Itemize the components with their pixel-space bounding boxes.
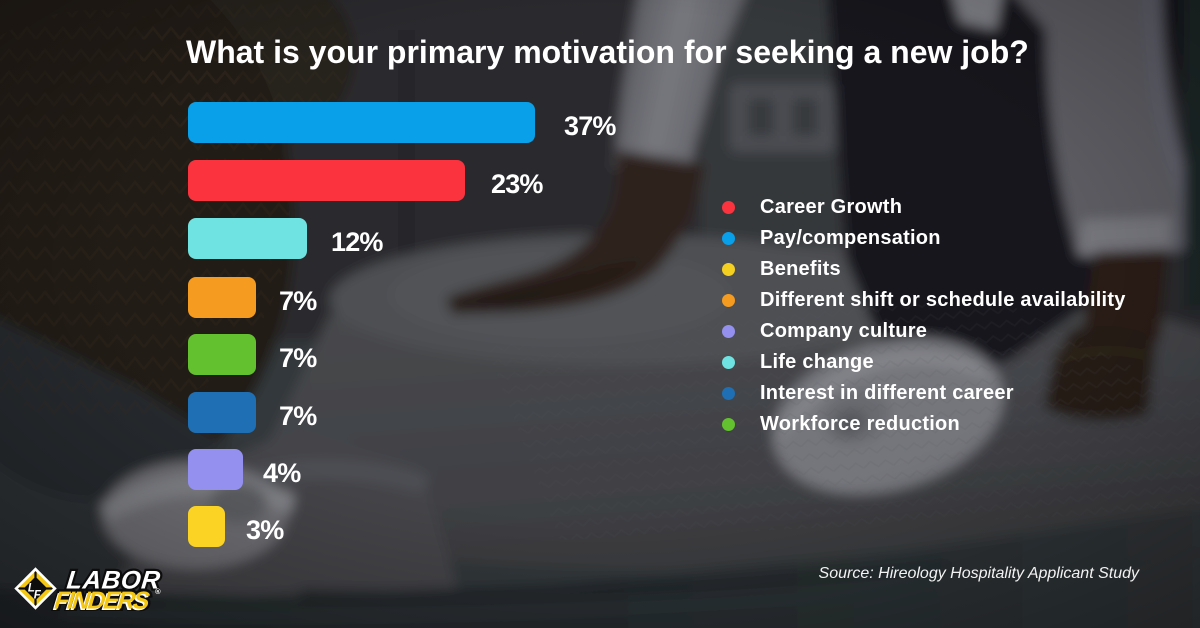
svg-text:®: ® — [155, 587, 161, 596]
svg-text:L: L — [28, 582, 35, 594]
svg-text:FINDERS: FINDERS — [53, 588, 151, 615]
svg-text:FINDERS: FINDERS — [53, 588, 151, 615]
svg-text:LABOR: LABOR — [65, 567, 161, 595]
svg-text:FINDERS: FINDERS — [52, 589, 150, 616]
svg-text:F: F — [34, 589, 42, 601]
